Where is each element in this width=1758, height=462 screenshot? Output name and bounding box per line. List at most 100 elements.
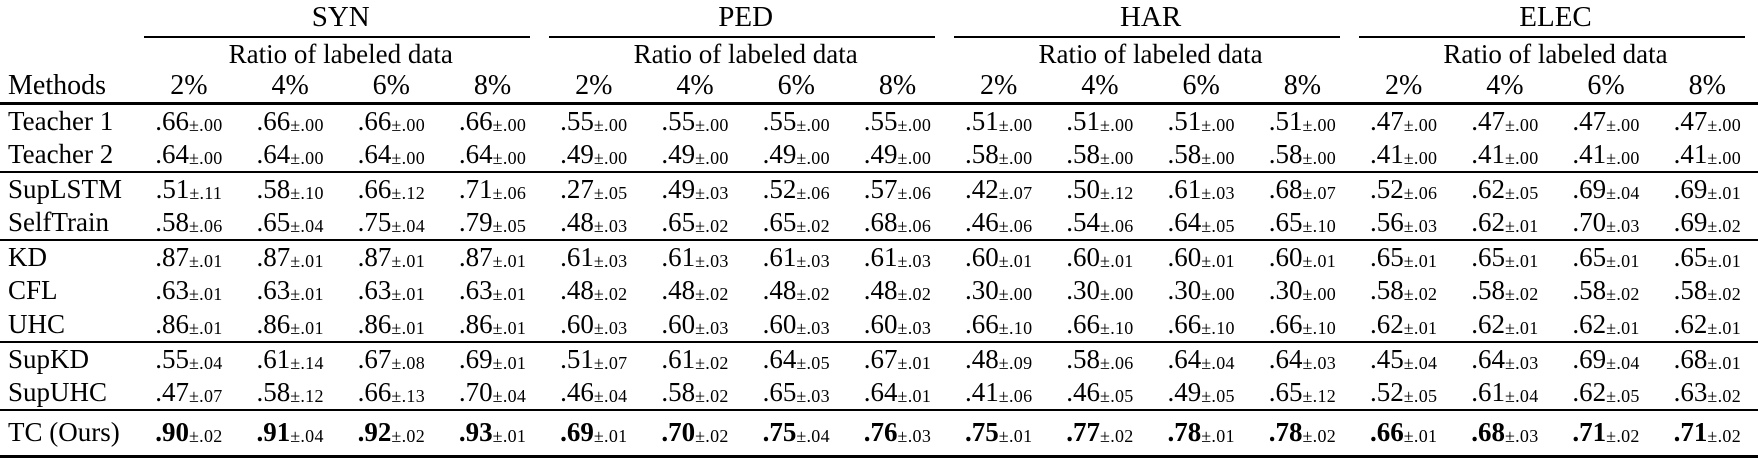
- mean-value: .47: [1369, 105, 1404, 136]
- std-value: ±.00: [796, 147, 830, 168]
- value-cell: .48±.02: [644, 274, 745, 308]
- mean-value: .71: [1572, 417, 1607, 448]
- mean-value: .58: [1066, 343, 1101, 374]
- table-row: UHC .86±.01.86±.01.86±.01.86±.01.60±.03.6…: [0, 308, 1758, 342]
- ratio-subheader-har: Ratio of labeled data: [1038, 39, 1263, 69]
- mean-value: .61: [1471, 376, 1505, 407]
- value-cell: .71±.06: [442, 172, 543, 206]
- mean-value: .55: [560, 105, 594, 136]
- std-value: ±.03: [897, 426, 932, 447]
- value-cell: .64±.03: [1454, 342, 1555, 376]
- std-value: ±.00: [1201, 114, 1235, 135]
- std-value: ±.03: [695, 182, 729, 203]
- table-row: SupUHC .47±.07.58±.12.66±.13.70±.04.46±.0…: [0, 376, 1758, 410]
- std-value: ±.10: [290, 182, 324, 203]
- std-value: ±.01: [290, 284, 324, 304]
- mean-value: .57: [863, 173, 898, 204]
- mean-value: .41: [1572, 138, 1607, 169]
- value-cell: .61±.03: [543, 240, 644, 274]
- value-cell: .61±.14: [240, 342, 341, 376]
- value-cell: .55±.00: [746, 104, 847, 138]
- mean-value: .58: [1572, 275, 1607, 305]
- std-value: ±.02: [695, 284, 729, 304]
- mean-value: .66: [256, 105, 291, 136]
- value-cell: .87±.01: [240, 240, 341, 274]
- std-value: ±.04: [1606, 352, 1640, 373]
- value-cell: .50±.12: [1049, 172, 1150, 206]
- mean-value: .64: [256, 138, 291, 169]
- method-cell: CFL: [8, 275, 58, 305]
- value-cell: .49±.00: [847, 138, 948, 172]
- value-cell: .66±.00: [442, 104, 543, 138]
- table-row: Teacher 2.64±.00.64±.00.64±.00.64±.00.49…: [0, 138, 1758, 172]
- mean-value: .67: [863, 343, 898, 374]
- value-cell: .92±.02: [341, 410, 442, 457]
- std-value: ±.01: [1100, 250, 1134, 271]
- value-cell: .63±.01: [138, 274, 239, 308]
- value-cell: .66±.10: [1151, 308, 1252, 342]
- mean-value: .65: [1369, 241, 1404, 272]
- std-value: ±.01: [1707, 182, 1742, 203]
- value-cell: .56±.03: [1353, 206, 1454, 240]
- value-cell: .65±.03: [746, 376, 847, 410]
- value-cell: .64±.05: [1151, 206, 1252, 240]
- value-cell: .47±.00: [1353, 104, 1454, 138]
- std-value: ±.08: [391, 352, 426, 373]
- mean-value: .68: [1673, 343, 1708, 374]
- mean-value: .51: [1268, 105, 1303, 136]
- mean-value: .62: [1369, 308, 1404, 339]
- std-value: ±.01: [1606, 250, 1640, 271]
- std-value: ±.02: [695, 215, 729, 236]
- mean-value: .49: [661, 138, 696, 169]
- pct-header: 2%: [1384, 70, 1423, 101]
- method-cell: TC (Ours): [8, 417, 120, 448]
- std-value: ±.01: [998, 250, 1033, 271]
- mean-value: .64: [1167, 206, 1202, 237]
- mean-value: .55: [661, 105, 696, 136]
- std-value: ±.01: [897, 352, 932, 373]
- std-value: ±.00: [998, 114, 1033, 135]
- mean-value: .66: [1369, 417, 1404, 448]
- std-value: ±.12: [290, 385, 324, 406]
- value-cell: .62±.01: [1454, 308, 1555, 342]
- std-value: ±.01: [1504, 317, 1539, 338]
- std-value: ±.00: [1302, 284, 1337, 304]
- std-value: ±.01: [1707, 352, 1742, 373]
- pct-header: 8%: [878, 70, 917, 101]
- mean-value: .60: [863, 308, 898, 339]
- std-value: ±.06: [1100, 215, 1134, 236]
- mean-value: .86: [458, 308, 493, 339]
- std-value: ±.00: [593, 114, 628, 135]
- value-cell: .52±.05: [1353, 376, 1454, 410]
- mean-value: .51: [965, 105, 999, 136]
- mean-value: .55: [155, 343, 189, 374]
- mean-value: .27: [560, 173, 594, 204]
- value-cell: .46±.06: [948, 206, 1049, 240]
- mean-value: .69: [560, 417, 594, 448]
- value-cell: .62±.01: [1454, 206, 1555, 240]
- std-value: ±.00: [391, 114, 426, 135]
- value-cell: .51±.07: [543, 342, 644, 376]
- value-cell: .68±.06: [847, 206, 948, 240]
- value-cell: .58±.00: [1252, 138, 1353, 172]
- value-cell: .55±.04: [138, 342, 239, 376]
- value-cell: .66±.12: [341, 172, 442, 206]
- value-cell: .41±.00: [1555, 138, 1656, 172]
- value-cell: .49±.00: [746, 138, 847, 172]
- std-value: ±.12: [1302, 385, 1337, 406]
- value-cell: .69±.04: [1555, 342, 1656, 376]
- row-group-0: Teacher 1.66±.00.66±.00.66±.00.66±.00.55…: [0, 103, 1758, 172]
- ratio-spacer: [0, 39, 138, 70]
- std-value: ±.00: [1403, 147, 1438, 168]
- value-cell: .65±.10: [1252, 206, 1353, 240]
- value-cell: .55±.00: [847, 104, 948, 138]
- mean-value: .48: [762, 275, 797, 305]
- mean-value: .47: [1673, 105, 1708, 136]
- mean-value: .65: [1572, 241, 1607, 272]
- mean-value: .65: [661, 206, 696, 237]
- std-value: ±.03: [695, 317, 729, 338]
- mean-value: .69: [1572, 343, 1607, 374]
- std-value: ±.01: [1504, 215, 1539, 236]
- value-cell: .91±.04: [240, 410, 341, 457]
- row-group-3: SupKD .55±.04.61±.14.67±.08.69±.01.51±.07…: [0, 341, 1758, 410]
